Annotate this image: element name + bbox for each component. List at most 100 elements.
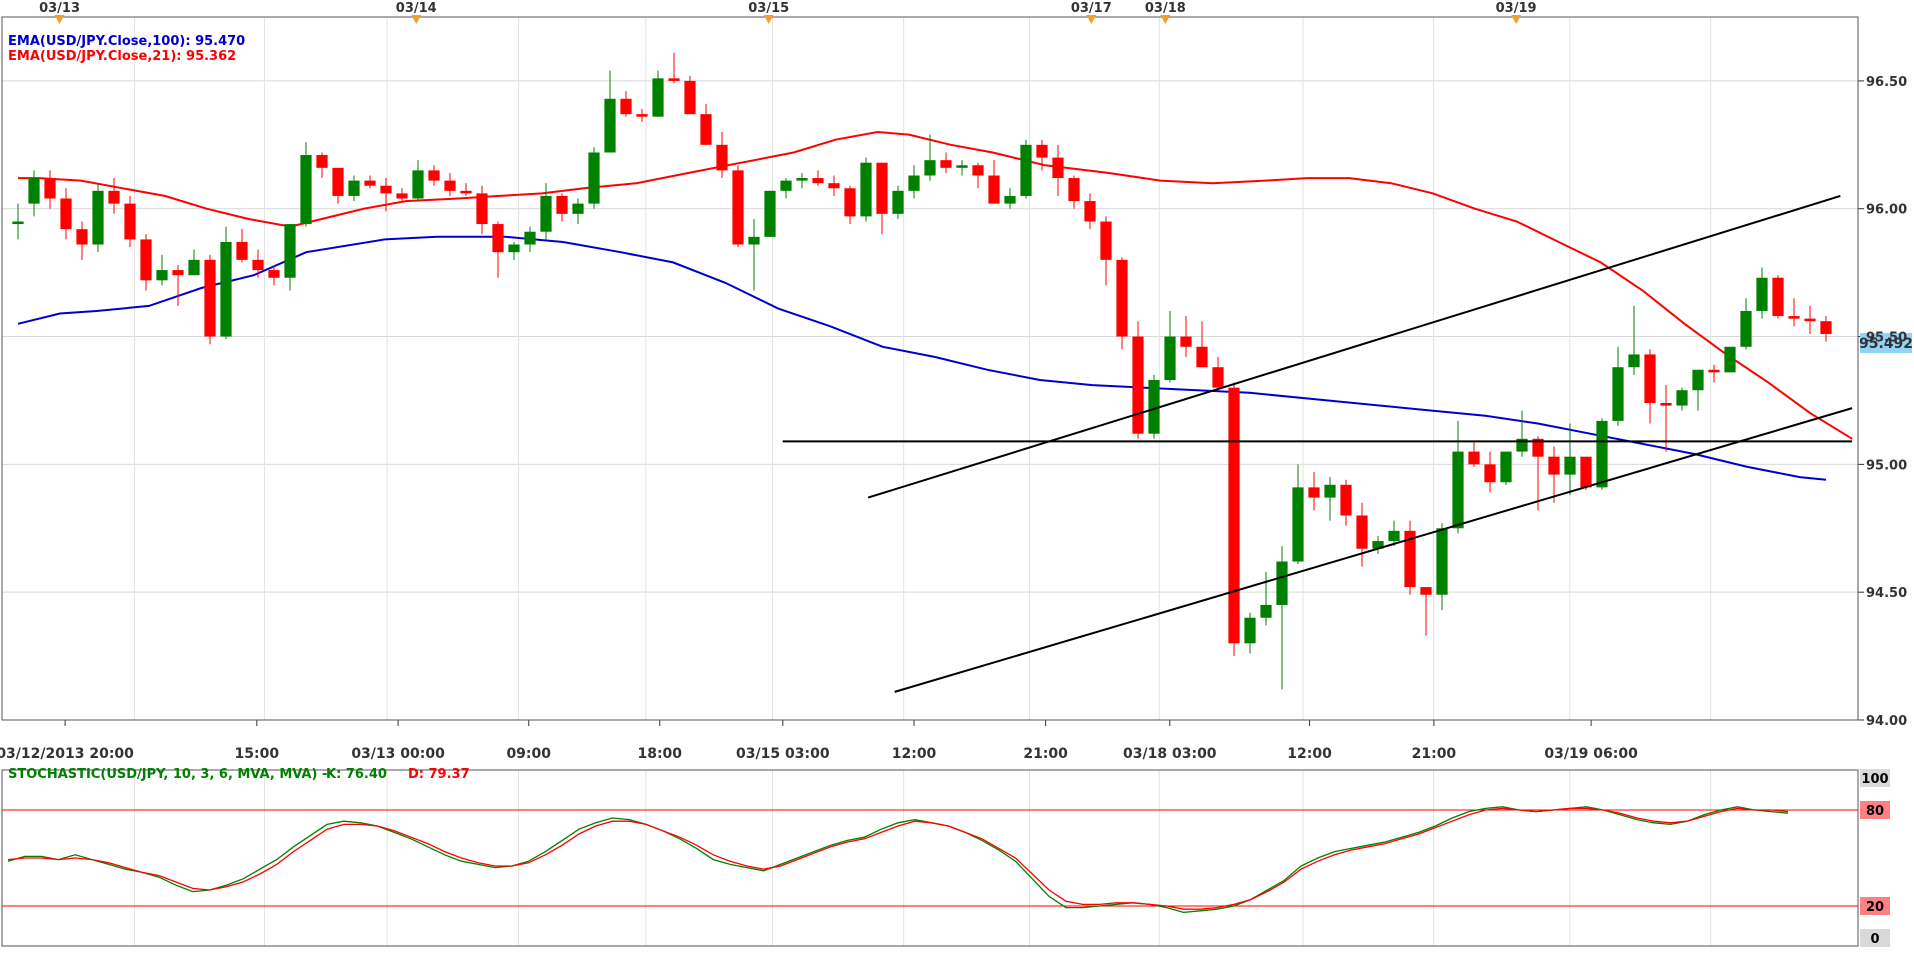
date-marker-label: 03/18 bbox=[1145, 1, 1186, 16]
candle-body bbox=[1036, 144, 1048, 158]
candle-body bbox=[252, 259, 264, 271]
candle-body bbox=[124, 203, 136, 240]
candle-body bbox=[1180, 336, 1192, 347]
date-marker-arrow bbox=[411, 15, 422, 24]
candle-body bbox=[1500, 451, 1512, 483]
candle-body bbox=[1340, 484, 1352, 516]
candle-body bbox=[876, 162, 888, 214]
stoch-axis-tag bbox=[1860, 897, 1890, 915]
stoch-axis-tag bbox=[1860, 769, 1890, 787]
candle-body bbox=[1100, 221, 1112, 260]
candle-body bbox=[1260, 604, 1272, 618]
candle-body bbox=[924, 160, 936, 176]
candle-body bbox=[956, 165, 968, 168]
candle-body bbox=[828, 183, 840, 189]
candle-body bbox=[1132, 336, 1144, 434]
date-marker-label: 03/15 bbox=[748, 1, 789, 16]
candle-body bbox=[1244, 617, 1256, 644]
candle-body bbox=[972, 165, 984, 176]
candle-body bbox=[1644, 354, 1656, 404]
candle-body bbox=[844, 188, 856, 217]
candle-body bbox=[380, 185, 392, 194]
candle-body bbox=[1468, 451, 1480, 465]
candle-body bbox=[1628, 354, 1640, 368]
candle-body bbox=[92, 190, 104, 245]
stoch-k-line bbox=[7, 806, 1789, 914]
candle-body bbox=[268, 270, 280, 278]
candle-body bbox=[700, 114, 712, 145]
candle-body bbox=[668, 78, 680, 81]
candle-body bbox=[748, 236, 760, 245]
candle-body bbox=[76, 229, 88, 245]
candle-body bbox=[188, 259, 200, 276]
candle-body bbox=[908, 175, 920, 191]
candle-body bbox=[1068, 178, 1080, 202]
stoch-axis-label: 20 bbox=[1866, 900, 1884, 915]
stochastic-layer bbox=[2, 806, 1858, 914]
candle-body bbox=[1164, 336, 1176, 381]
stoch-axis-label: 80 bbox=[1866, 804, 1884, 819]
time-axis-label: 12:00 bbox=[892, 746, 937, 762]
price-tag-box bbox=[1860, 333, 1912, 353]
time-axis-label: 15:00 bbox=[235, 746, 280, 762]
candle-body bbox=[1196, 346, 1208, 368]
time-axis-label: 03/12/2013 20:00 bbox=[0, 746, 134, 762]
date-marker-arrow bbox=[54, 15, 65, 24]
candle-body bbox=[860, 162, 872, 217]
candle-body bbox=[44, 178, 56, 199]
time-axis-label: 03/13 00:00 bbox=[351, 746, 445, 762]
price-tag: 95.492 bbox=[1859, 336, 1913, 352]
candles-layer bbox=[12, 52, 1832, 690]
price-axis-label: 94.00 bbox=[1866, 714, 1907, 729]
candle-body bbox=[940, 160, 952, 168]
candle-body bbox=[764, 190, 776, 237]
candle-body bbox=[1452, 451, 1464, 529]
candle-body bbox=[1484, 464, 1496, 483]
candle-body bbox=[1420, 587, 1432, 595]
candle-body bbox=[1548, 456, 1560, 475]
candle-body bbox=[716, 144, 728, 171]
candle-body bbox=[1804, 318, 1816, 322]
candle-body bbox=[588, 152, 600, 204]
candle-body bbox=[1052, 157, 1064, 179]
candle-body bbox=[1740, 310, 1752, 347]
price-frame bbox=[1, 16, 1859, 721]
stoch-d-line bbox=[7, 807, 1789, 910]
candle-body bbox=[12, 221, 24, 225]
candle-body bbox=[1292, 487, 1304, 562]
candle-body bbox=[1596, 420, 1608, 488]
candle-body bbox=[476, 193, 488, 225]
candle-body bbox=[1580, 456, 1592, 488]
candle-body bbox=[156, 270, 168, 281]
ema21-legend: EMA(USD/JPY.Close,21): 95.362 bbox=[8, 49, 236, 64]
time-axis-label: 03/19 06:00 bbox=[1544, 746, 1638, 762]
date-marker-label: 03/17 bbox=[1071, 1, 1112, 16]
candle-body bbox=[1820, 321, 1832, 334]
candle-body bbox=[284, 224, 296, 278]
candle-body bbox=[556, 195, 568, 214]
candle-body bbox=[1564, 456, 1576, 475]
candle-body bbox=[1756, 277, 1768, 311]
candle-body bbox=[1660, 403, 1672, 406]
candle-body bbox=[300, 155, 312, 225]
candle-body bbox=[732, 170, 744, 245]
date-marker-label: 03/13 bbox=[39, 1, 80, 16]
candle-body bbox=[684, 80, 696, 115]
candle-body bbox=[1612, 367, 1624, 421]
candle-body bbox=[1308, 487, 1320, 498]
chart-frame bbox=[1, 16, 1864, 947]
candle-body bbox=[1772, 277, 1784, 317]
candle-body bbox=[1324, 484, 1336, 498]
candle-body bbox=[636, 114, 648, 117]
price-axis-label: 96.50 bbox=[1866, 75, 1907, 90]
candle-body bbox=[220, 241, 232, 337]
stoch-axis-label: 100 bbox=[1861, 772, 1888, 787]
candle-body bbox=[508, 244, 520, 253]
date-marker-arrow bbox=[1511, 15, 1522, 24]
date-marker-arrow bbox=[763, 15, 774, 24]
candle-body bbox=[396, 193, 408, 199]
candle-body bbox=[1116, 259, 1128, 337]
date-marker-label: 03/19 bbox=[1496, 1, 1537, 16]
